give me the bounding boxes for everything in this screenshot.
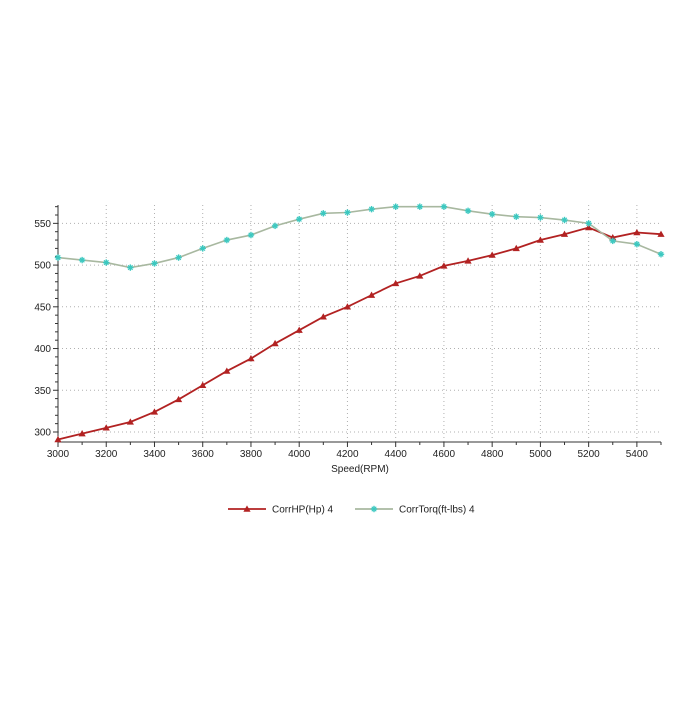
corrhp-point bbox=[416, 272, 424, 279]
corrtorq-point bbox=[175, 254, 182, 261]
corrhp-point bbox=[319, 313, 327, 320]
x-tick-label: 3000 bbox=[47, 449, 70, 460]
corrhp-point bbox=[488, 251, 496, 258]
corrtorq-point bbox=[392, 203, 399, 210]
corrhp-point bbox=[54, 435, 62, 443]
legend-label-0: CorrHP(Hp) 4 bbox=[272, 505, 334, 516]
corrtorq-point bbox=[127, 264, 134, 271]
corrhp-point bbox=[464, 257, 472, 264]
corrtorq-point bbox=[416, 203, 423, 210]
corrhp-point bbox=[102, 424, 110, 431]
x-tick-label: 5200 bbox=[578, 449, 601, 460]
corrtorq-point bbox=[223, 236, 231, 244]
x-tick-label: 3600 bbox=[192, 449, 215, 460]
corrtorq-point bbox=[54, 254, 62, 261]
corrhp-point bbox=[126, 418, 134, 425]
corrhp-point bbox=[295, 326, 303, 333]
legend-marker-0 bbox=[243, 505, 251, 512]
corrhp-point bbox=[247, 354, 255, 362]
x-tick-label: 5400 bbox=[626, 449, 649, 460]
y-tick-label: 500 bbox=[34, 261, 51, 272]
corrtorq-point bbox=[464, 207, 472, 215]
corrhp-point bbox=[392, 279, 400, 287]
y-tick-label: 550 bbox=[34, 219, 51, 230]
corrhp-point bbox=[150, 408, 159, 415]
corrhp-point bbox=[199, 381, 207, 388]
legend: CorrHP(Hp) 4 CorrTorq(ft-lbs) 4 bbox=[228, 505, 475, 516]
x-tick-label: 4600 bbox=[433, 449, 456, 460]
corrhp-point bbox=[440, 262, 448, 269]
corrhp-point bbox=[223, 367, 231, 374]
corrtorq-point bbox=[103, 259, 110, 266]
x-tick-label: 3200 bbox=[95, 449, 118, 460]
x-tick-label: 3400 bbox=[143, 449, 166, 460]
corrtorq-point bbox=[609, 237, 616, 245]
corrhp-point bbox=[78, 430, 86, 437]
corrtorq-point bbox=[296, 215, 303, 223]
x-axis-title: Speed(RPM) bbox=[331, 464, 389, 475]
corrtorq-point bbox=[585, 220, 592, 227]
y-tick-label: 400 bbox=[34, 344, 51, 355]
corrhp-point bbox=[657, 230, 665, 237]
corrtorq-point bbox=[344, 209, 351, 216]
y-tick-label: 450 bbox=[34, 302, 51, 313]
corrtorq-point bbox=[151, 260, 158, 267]
corrtorq-point bbox=[247, 231, 255, 239]
x-tick-label: 4800 bbox=[481, 449, 504, 460]
series-layer bbox=[54, 203, 665, 443]
corrtorq-point bbox=[368, 205, 375, 213]
corrhp-point bbox=[512, 244, 520, 252]
corrtorq-point bbox=[513, 213, 520, 220]
corrhp-point bbox=[560, 230, 569, 237]
y-tick-label: 350 bbox=[34, 386, 51, 397]
corrhp-point bbox=[367, 291, 376, 298]
corrhp-point bbox=[633, 228, 641, 236]
corrtorq-point bbox=[271, 222, 279, 230]
corrhp-point bbox=[585, 223, 593, 231]
x-tick-label: 4400 bbox=[385, 449, 408, 460]
corrtorq-point bbox=[633, 241, 641, 248]
grid-layer bbox=[58, 205, 661, 442]
corrhp-point bbox=[536, 236, 544, 243]
corrtorq-point bbox=[657, 251, 665, 258]
y-tick-label: 300 bbox=[34, 427, 51, 438]
legend-marker-1 bbox=[370, 505, 378, 513]
series-line-corrhp bbox=[57, 226, 662, 441]
x-tick-label: 5000 bbox=[529, 449, 552, 460]
legend-label-1: CorrTorq(ft-lbs) 4 bbox=[399, 505, 475, 516]
axes-layer: 3000 3200 3400 3600 3800 4000 4200 4400 4600 4800… bbox=[34, 205, 662, 460]
corrtorq-point bbox=[199, 245, 206, 252]
corrhp-point bbox=[175, 395, 183, 403]
series-line-corrtorq bbox=[57, 205, 662, 269]
corrhp-point bbox=[271, 339, 279, 347]
corrtorq-point bbox=[78, 256, 86, 264]
corrtorq-point bbox=[561, 216, 568, 224]
x-tick-label: 4000 bbox=[288, 449, 311, 460]
x-tick-label: 4200 bbox=[336, 449, 359, 460]
corrhp-point bbox=[343, 303, 352, 310]
corrtorq-point bbox=[320, 210, 327, 217]
corrtorq-point bbox=[537, 214, 544, 221]
corrtorq-point bbox=[488, 210, 496, 218]
corrtorq-point bbox=[440, 203, 448, 210]
x-tick-label: 3800 bbox=[240, 449, 263, 460]
